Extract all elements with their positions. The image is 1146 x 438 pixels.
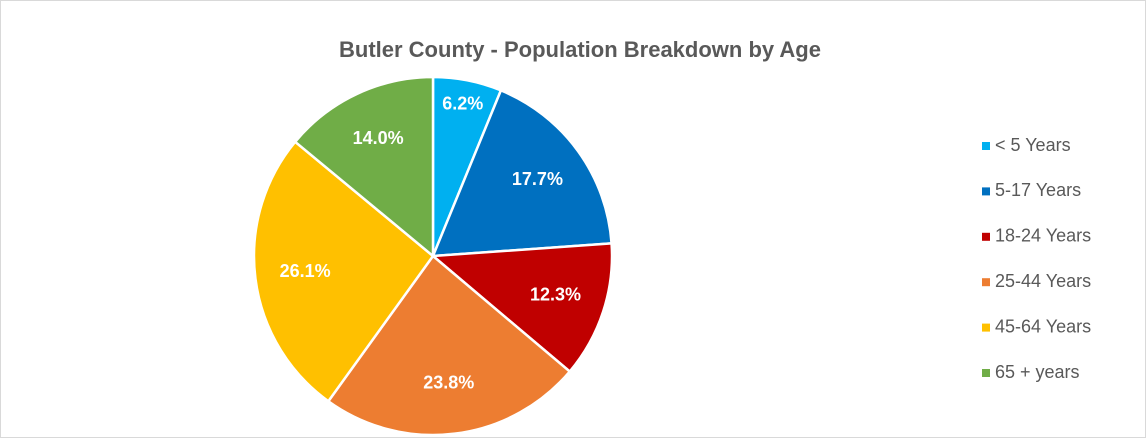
legend-label: 5-17 Years <box>995 180 1081 200</box>
data-label: 17.7% <box>512 169 563 189</box>
legend-label: 65 + years <box>995 362 1080 382</box>
legend-label: 45-64 Years <box>995 316 1091 336</box>
pie-slice <box>429 242 614 374</box>
legend-swatch <box>982 187 990 196</box>
data-label: 26.1% <box>280 261 331 281</box>
pie-slice <box>431 88 613 258</box>
data-label: 23.8% <box>423 373 474 393</box>
legend-label: < 5 Years <box>995 135 1071 155</box>
legend-swatch <box>982 369 990 377</box>
pie-slice <box>252 140 435 403</box>
pie-slice <box>326 254 572 437</box>
legend-swatch <box>982 232 990 241</box>
legend-label: 25-44 Years <box>995 271 1091 291</box>
legend-swatch <box>982 142 990 150</box>
data-label: 12.3% <box>530 285 581 305</box>
pie-slice <box>293 75 435 259</box>
legend-label: 18-24 Years <box>995 226 1091 246</box>
data-label: 6.2% <box>442 94 483 114</box>
data-label: 14.0% <box>353 128 404 148</box>
chart-title: Butler County - Population Breakdown by … <box>339 37 821 62</box>
legend-swatch <box>982 323 990 332</box>
legend-swatch <box>982 278 990 287</box>
